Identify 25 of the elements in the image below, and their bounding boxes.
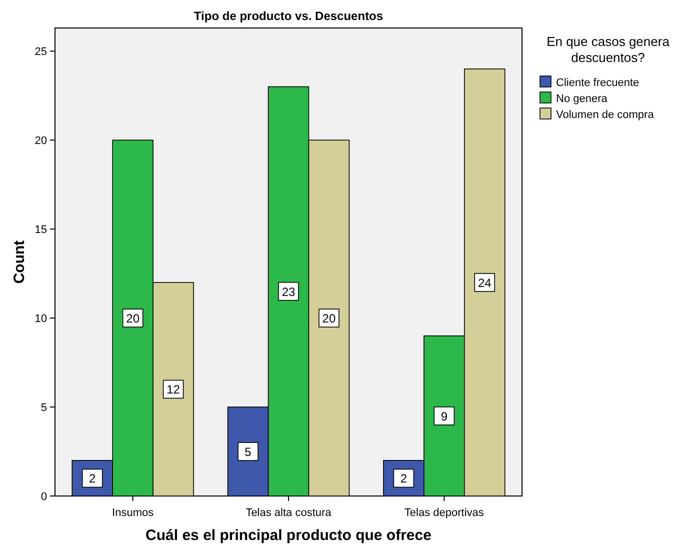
legend-title: En que casos genera descuentos? xyxy=(546,34,670,65)
y-tick-label: 0 xyxy=(40,491,47,503)
x-tick-label: Telas deportivas xyxy=(404,507,484,519)
data-label: 20 xyxy=(126,312,140,326)
data-label: 5 xyxy=(244,445,252,460)
x-axis-title: Cuál es el principal producto que ofrece xyxy=(146,527,432,544)
legend-label: No genera xyxy=(556,93,608,105)
data-label: 23 xyxy=(282,284,296,299)
data-label: 12 xyxy=(166,382,180,397)
legend-label: Cliente frecuente xyxy=(556,77,640,89)
x-tick-label: Insumos xyxy=(112,507,154,519)
data-label: 9 xyxy=(440,409,448,424)
y-tick-label: 10 xyxy=(34,313,47,326)
y-tick-label: 15 xyxy=(34,224,47,236)
data-label: 2 xyxy=(400,472,408,486)
y-tick-label: 5 xyxy=(40,402,47,414)
chart-title: Tipo de producto vs. Descuentos xyxy=(194,9,384,23)
data-label: 24 xyxy=(478,276,492,290)
y-tick-label: 20 xyxy=(34,135,47,148)
data-label: 2 xyxy=(89,472,96,486)
y-tick-label: 25 xyxy=(34,46,47,58)
x-tick-label: Telas alta costura xyxy=(246,507,332,519)
data-label: 20 xyxy=(322,312,336,326)
y-axis-title: Count xyxy=(11,240,28,284)
legend-label: Volumen de compra xyxy=(556,109,655,121)
